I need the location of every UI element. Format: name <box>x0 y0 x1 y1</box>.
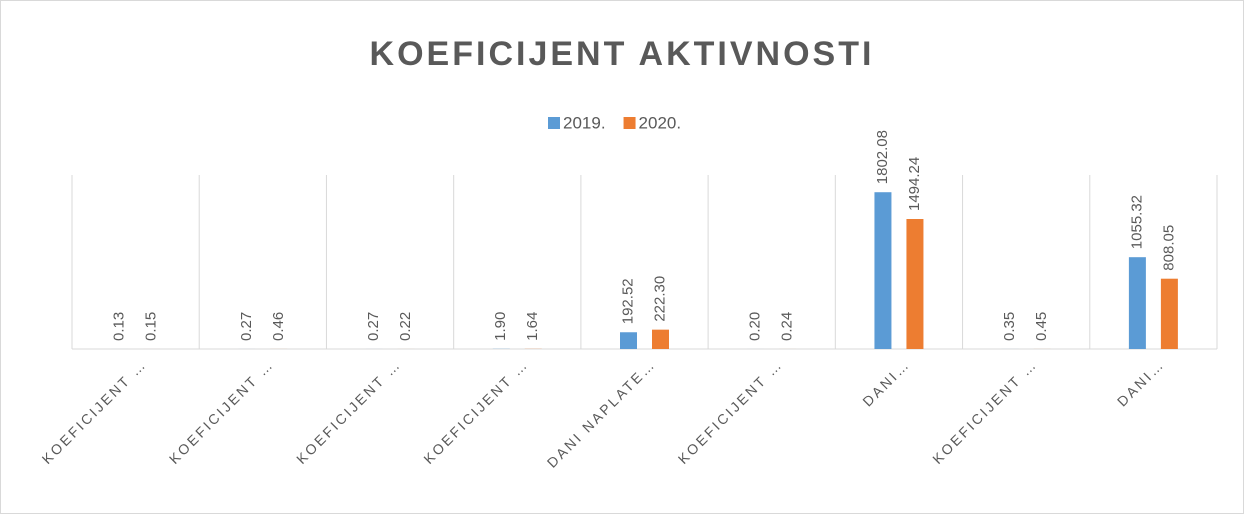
legend-label: 2019. <box>563 113 606 132</box>
value-label: 222.30 <box>651 276 668 322</box>
value-label: 0.46 <box>270 312 287 341</box>
bar <box>906 219 924 349</box>
chart-title: KOEFICIJENT AKTIVNOSTI <box>370 35 875 73</box>
legend-swatch <box>623 117 636 129</box>
value-label: 0.20 <box>747 312 764 341</box>
value-label: 1802.08 <box>874 130 891 184</box>
value-label: 1055.32 <box>1128 195 1145 249</box>
value-label: 0.27 <box>365 312 382 341</box>
value-label: 1.90 <box>492 312 509 341</box>
bar <box>620 332 637 349</box>
bar <box>652 329 669 349</box>
value-label: 1.64 <box>524 312 541 341</box>
value-label: 0.22 <box>397 312 414 341</box>
bar <box>1160 278 1178 349</box>
value-label: 192.52 <box>619 278 636 324</box>
value-label: 0.15 <box>143 312 160 341</box>
legend-label: 2020. <box>639 113 682 132</box>
legend-swatch <box>548 117 560 129</box>
value-label: 0.13 <box>111 312 128 341</box>
value-label: 1494.24 <box>906 157 923 211</box>
value-label: 0.24 <box>779 312 796 341</box>
value-label: 0.35 <box>1001 312 1018 341</box>
value-label: 0.45 <box>1033 312 1050 341</box>
value-label: 808.05 <box>1160 225 1177 271</box>
value-label: 0.27 <box>238 312 255 341</box>
bar <box>1128 257 1146 349</box>
bar <box>874 192 892 349</box>
